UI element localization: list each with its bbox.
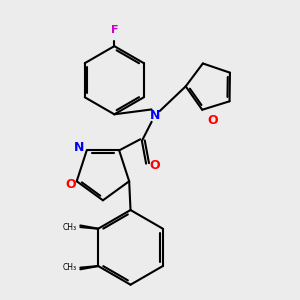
- Text: N: N: [150, 110, 160, 122]
- Text: N: N: [74, 141, 84, 154]
- Text: CH₃: CH₃: [63, 263, 77, 272]
- Text: F: F: [110, 25, 118, 35]
- Text: O: O: [149, 159, 160, 172]
- Text: O: O: [207, 114, 218, 127]
- Text: O: O: [65, 178, 76, 191]
- Text: CH₃: CH₃: [63, 223, 77, 232]
